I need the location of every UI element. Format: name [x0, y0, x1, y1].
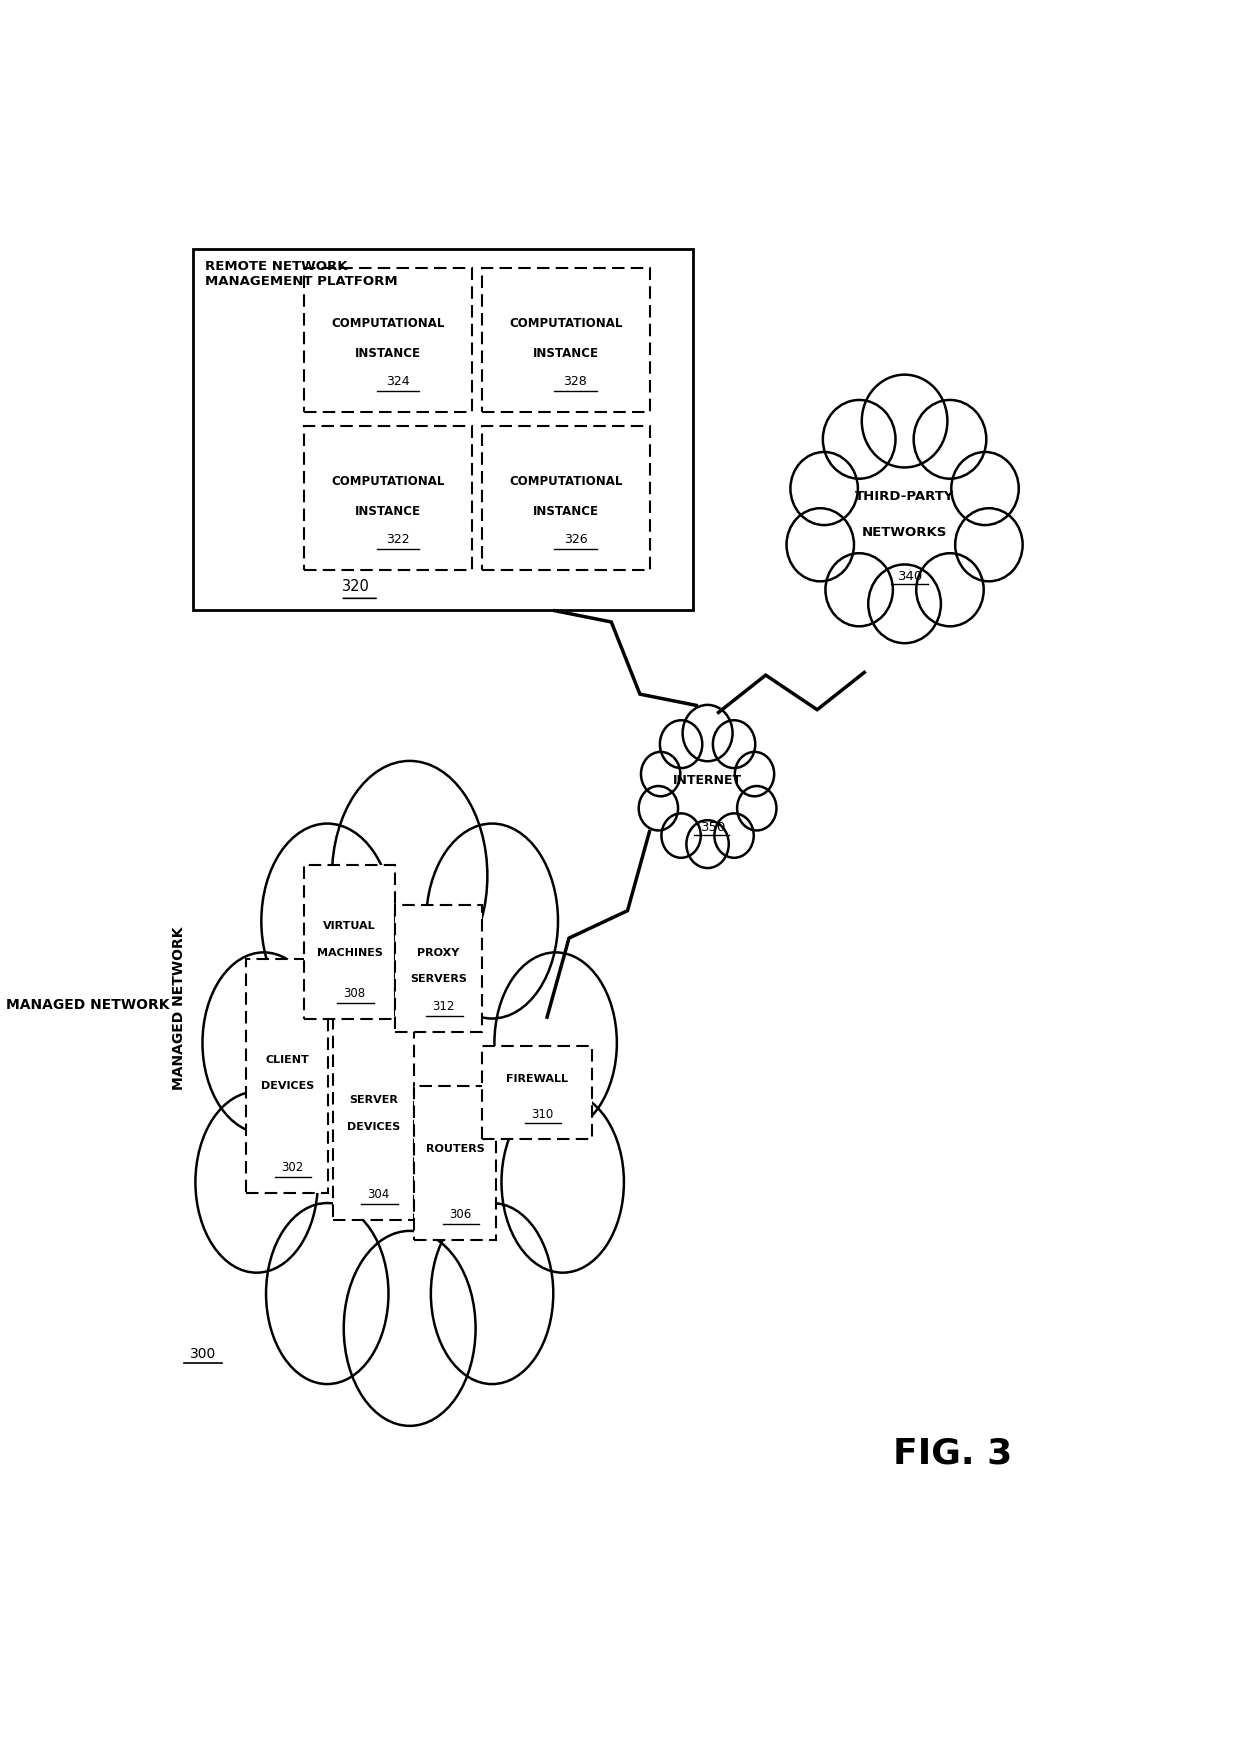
- Ellipse shape: [262, 824, 393, 1019]
- Ellipse shape: [862, 374, 947, 468]
- Ellipse shape: [951, 452, 1019, 525]
- Ellipse shape: [713, 720, 755, 769]
- Text: 340: 340: [898, 570, 923, 583]
- Text: DEVICES: DEVICES: [260, 1082, 314, 1092]
- Text: THIRD-PARTY: THIRD-PARTY: [854, 490, 955, 503]
- Bar: [481, 1045, 593, 1139]
- Ellipse shape: [714, 814, 754, 857]
- Text: SERVER: SERVER: [350, 1096, 398, 1104]
- Text: 326: 326: [564, 534, 588, 546]
- Text: INSTANCE: INSTANCE: [533, 504, 599, 518]
- Text: COMPUTATIONAL: COMPUTATIONAL: [510, 475, 622, 489]
- Text: 322: 322: [386, 534, 409, 546]
- Ellipse shape: [916, 553, 983, 626]
- Text: DEVICES: DEVICES: [347, 1122, 401, 1132]
- Bar: [304, 268, 472, 412]
- Text: MANAGED NETWORK: MANAGED NETWORK: [6, 998, 170, 1012]
- Bar: [414, 1085, 496, 1240]
- Text: 350: 350: [701, 821, 727, 833]
- Ellipse shape: [823, 400, 895, 478]
- Bar: [304, 864, 396, 1019]
- Text: 308: 308: [343, 988, 366, 1000]
- Ellipse shape: [853, 482, 956, 595]
- Ellipse shape: [661, 814, 701, 857]
- Text: 324: 324: [386, 376, 409, 388]
- Text: REMOTE NETWORK
MANAGEMENT PLATFORM: REMOTE NETWORK MANAGEMENT PLATFORM: [205, 259, 398, 287]
- Ellipse shape: [872, 433, 990, 558]
- Ellipse shape: [343, 1231, 476, 1426]
- Ellipse shape: [735, 751, 774, 796]
- Text: 300: 300: [190, 1346, 216, 1360]
- Text: PROXY: PROXY: [418, 948, 460, 958]
- Text: MACHINES: MACHINES: [316, 948, 382, 958]
- Bar: [332, 1012, 414, 1219]
- Bar: [481, 426, 650, 570]
- Text: INTERNET: INTERNET: [673, 774, 742, 788]
- Ellipse shape: [663, 741, 751, 840]
- Text: CLIENT: CLIENT: [265, 1054, 309, 1064]
- Ellipse shape: [687, 821, 729, 868]
- Ellipse shape: [826, 553, 893, 626]
- Text: ROUTERS: ROUTERS: [425, 1144, 485, 1155]
- Text: FIG. 3: FIG. 3: [893, 1436, 1012, 1471]
- Ellipse shape: [495, 953, 616, 1134]
- Text: COMPUTATIONAL: COMPUTATIONAL: [510, 316, 622, 330]
- Text: 310: 310: [531, 1108, 553, 1120]
- Ellipse shape: [955, 508, 1023, 581]
- Text: VIRTUAL: VIRTUAL: [324, 920, 376, 930]
- Ellipse shape: [641, 751, 681, 796]
- Text: NETWORKS: NETWORKS: [862, 527, 947, 539]
- Ellipse shape: [830, 435, 980, 598]
- Text: 302: 302: [280, 1162, 303, 1174]
- Text: COMPUTATIONAL: COMPUTATIONAL: [331, 316, 445, 330]
- Bar: [193, 249, 693, 610]
- Ellipse shape: [315, 1026, 503, 1304]
- Ellipse shape: [332, 762, 487, 991]
- Ellipse shape: [688, 739, 756, 817]
- Text: INSTANCE: INSTANCE: [533, 346, 599, 360]
- Text: MANAGED NETWORK: MANAGED NETWORK: [172, 927, 186, 1090]
- Ellipse shape: [737, 786, 776, 831]
- Text: 328: 328: [563, 376, 588, 388]
- Ellipse shape: [267, 1203, 388, 1384]
- Ellipse shape: [820, 440, 937, 565]
- Bar: [396, 904, 481, 1033]
- Ellipse shape: [639, 786, 678, 831]
- Text: FIREWALL: FIREWALL: [506, 1075, 568, 1083]
- Ellipse shape: [430, 1203, 553, 1384]
- Ellipse shape: [427, 824, 558, 1019]
- Ellipse shape: [682, 704, 733, 762]
- Ellipse shape: [786, 508, 854, 581]
- Ellipse shape: [501, 1092, 624, 1273]
- Text: COMPUTATIONAL: COMPUTATIONAL: [331, 475, 445, 489]
- Ellipse shape: [660, 720, 702, 769]
- Ellipse shape: [914, 400, 986, 478]
- Text: SERVERS: SERVERS: [410, 974, 467, 984]
- Ellipse shape: [868, 565, 941, 643]
- Text: 320: 320: [342, 579, 371, 595]
- Ellipse shape: [273, 911, 547, 1315]
- Ellipse shape: [202, 953, 325, 1134]
- Ellipse shape: [196, 1092, 317, 1273]
- Ellipse shape: [790, 452, 858, 525]
- Ellipse shape: [658, 744, 727, 821]
- Bar: [304, 426, 472, 570]
- Ellipse shape: [351, 904, 563, 1217]
- Text: 306: 306: [449, 1209, 471, 1221]
- Text: INSTANCE: INSTANCE: [355, 346, 422, 360]
- Text: 304: 304: [367, 1188, 389, 1202]
- Bar: [481, 268, 650, 412]
- Bar: [247, 958, 327, 1193]
- Text: 312: 312: [432, 1000, 455, 1014]
- Ellipse shape: [677, 770, 738, 838]
- Ellipse shape: [257, 922, 469, 1235]
- Text: INSTANCE: INSTANCE: [355, 504, 422, 518]
